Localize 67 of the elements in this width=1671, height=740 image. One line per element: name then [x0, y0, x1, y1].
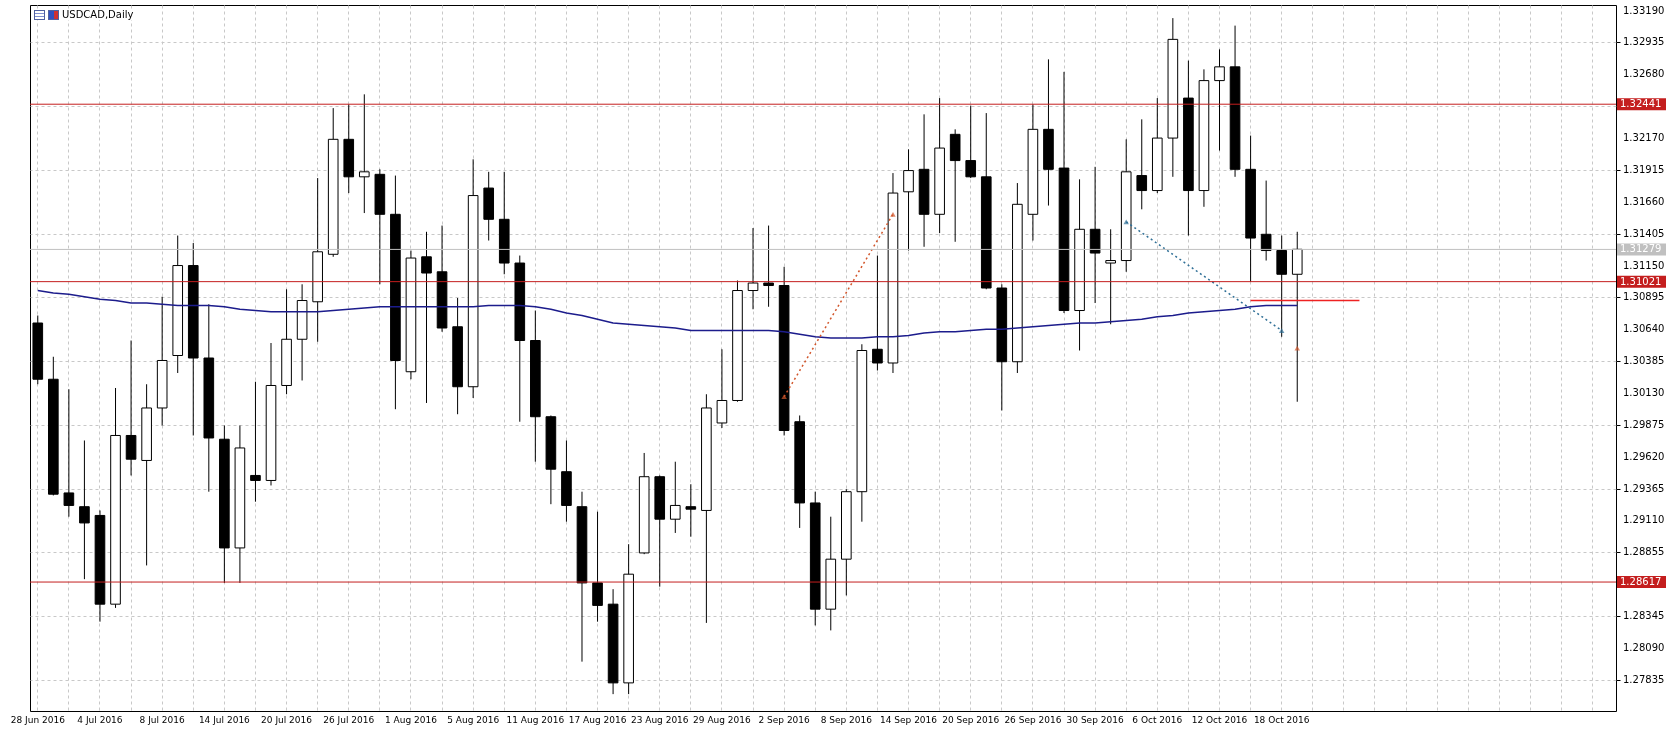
y-tick-label: 1.32935	[1623, 36, 1665, 48]
x-tick-label: 26 Jul 2016	[323, 714, 375, 725]
candlestick	[358, 93, 370, 214]
candlestick	[872, 255, 883, 371]
candlestick	[1105, 228, 1116, 325]
x-tick-label: 14 Jul 2016	[198, 714, 251, 725]
candlestick	[763, 225, 774, 308]
x-tick-label: 5 Aug 2016	[447, 714, 500, 725]
y-tick-label: 1.29875	[1623, 418, 1665, 430]
candlestick	[592, 511, 603, 623]
y-tick-label: 1.29365	[1623, 482, 1665, 494]
x-tick-label: 29 Aug 2016	[693, 714, 752, 725]
x-tick-label: 14 Sep 2016	[880, 714, 938, 725]
candlestick	[63, 388, 75, 518]
x-tick-label: 4 Jul 2016	[77, 714, 123, 725]
y-tick-label: 1.29620	[1623, 450, 1665, 462]
candlestick	[1214, 48, 1225, 152]
y-tick-label: 1.28090	[1623, 641, 1665, 653]
y-tick-label: 1.30895	[1623, 291, 1665, 303]
x-tick-label: 17 Aug 2016	[568, 714, 627, 725]
x-tick-label: 6 Oct 2016	[1132, 714, 1183, 725]
x-tick-label: 1 Aug 2016	[384, 714, 438, 725]
y-tick-label: 1.30130	[1623, 386, 1665, 398]
y-tick-label: 1.31405	[1623, 227, 1665, 239]
x-tick-label: 11 Aug 2016	[506, 714, 565, 725]
x-tick-label: 28 Jun 2016	[10, 714, 66, 725]
line-series	[37, 289, 1298, 339]
x-tick-label: 8 Jul 2016	[139, 714, 186, 725]
y-tick-label: 1.30640	[1623, 323, 1665, 335]
x-tick-label: 2 Sep 2016	[758, 714, 811, 725]
ref-line-label: 1.31021	[1620, 275, 1662, 287]
x-tick-label: 23 Aug 2016	[630, 714, 689, 725]
y-tick-label: 1.32680	[1623, 68, 1665, 80]
candlestick	[421, 231, 432, 404]
y-tick-label: 1.28855	[1623, 546, 1665, 558]
ref-line-label: 1.32441	[1620, 98, 1662, 110]
y-tick-label: 1.33190	[1623, 4, 1665, 16]
candlestick	[965, 105, 977, 179]
x-tick-label: 12 Oct 2016	[1191, 714, 1248, 725]
ref-line-label: 1.28617	[1620, 576, 1662, 588]
candlestick	[79, 439, 90, 580]
candlestick	[685, 483, 697, 538]
y-tick-label: 1.31660	[1623, 195, 1665, 207]
candlestick	[250, 381, 261, 503]
ref-line-label: 1.31279	[1620, 243, 1662, 255]
candlestick	[903, 148, 914, 252]
y-tick-label: 1.32170	[1623, 132, 1665, 144]
candlestick	[1089, 166, 1101, 304]
candlestick	[1136, 118, 1148, 210]
y-tick-label: 1.31915	[1623, 163, 1665, 175]
candlestick	[716, 348, 728, 429]
x-tick-label: 8 Sep 2016	[820, 714, 873, 725]
x-tick-label: 18 Oct 2016	[1253, 714, 1310, 725]
candlestick	[125, 340, 137, 476]
y-tick-label: 1.31150	[1623, 259, 1665, 271]
y-tick-label: 1.29110	[1623, 514, 1665, 526]
candlestick	[747, 227, 759, 310]
x-tick-label: 30 Sep 2016	[1066, 714, 1124, 725]
candlestick	[669, 461, 681, 534]
y-tick-label: 1.27835	[1623, 673, 1665, 685]
candlestick	[1260, 180, 1272, 262]
y-tick-label: 1.30385	[1623, 355, 1665, 367]
y-tick-label: 1.28345	[1623, 610, 1665, 622]
x-tick-label: 26 Sep 2016	[1004, 714, 1062, 725]
x-tick-label: 20 Jul 2016	[261, 714, 313, 725]
chart-title: USDCAD,Daily	[62, 9, 134, 20]
x-tick-label: 20 Sep 2016	[942, 714, 1000, 725]
